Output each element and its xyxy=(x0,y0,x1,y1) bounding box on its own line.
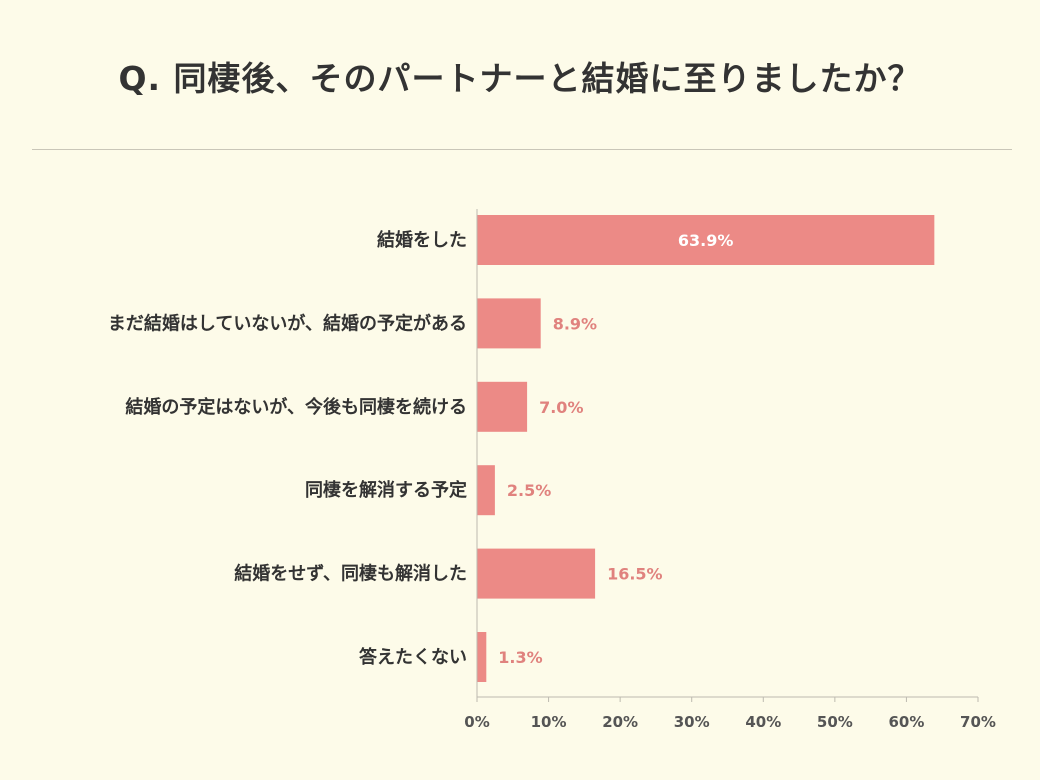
x-tick-label: 60% xyxy=(888,713,924,731)
value-label: 2.5% xyxy=(507,481,551,500)
value-label: 1.3% xyxy=(498,648,542,667)
divider xyxy=(32,149,1012,150)
value-label: 8.9% xyxy=(553,314,597,333)
x-tick-label: 50% xyxy=(817,713,853,731)
category-label: まだ結婚はしていないが、結婚の予定がある xyxy=(108,312,467,334)
bar xyxy=(477,632,487,682)
category-label: 結婚の予定はないが、今後も同棲を続ける xyxy=(125,396,467,418)
x-tick-label: 20% xyxy=(602,713,638,731)
chart-title: Q. 同棲後、そのパートナーと結婚に至りましたか？ xyxy=(118,59,922,98)
bar xyxy=(477,548,596,599)
category-label: 同棲を解消する予定 xyxy=(305,479,467,501)
bar xyxy=(477,381,528,432)
bar xyxy=(477,465,495,516)
value-label: 63.9% xyxy=(678,231,734,250)
bar xyxy=(477,298,541,349)
value-label: 7.0% xyxy=(539,398,583,417)
category-label: 結婚をした xyxy=(377,229,467,251)
category-label: 答えたくない xyxy=(359,646,467,668)
category-label: 結婚をせず、同棲も解消した xyxy=(234,563,467,585)
x-tick-label: 40% xyxy=(745,713,781,731)
x-tick-label: 10% xyxy=(531,713,567,731)
x-tick-label: 30% xyxy=(674,713,710,731)
value-label: 16.5% xyxy=(607,565,663,584)
x-tick-label: 70% xyxy=(960,713,996,731)
bar xyxy=(477,215,935,265)
x-tick-label: 0% xyxy=(464,713,489,731)
